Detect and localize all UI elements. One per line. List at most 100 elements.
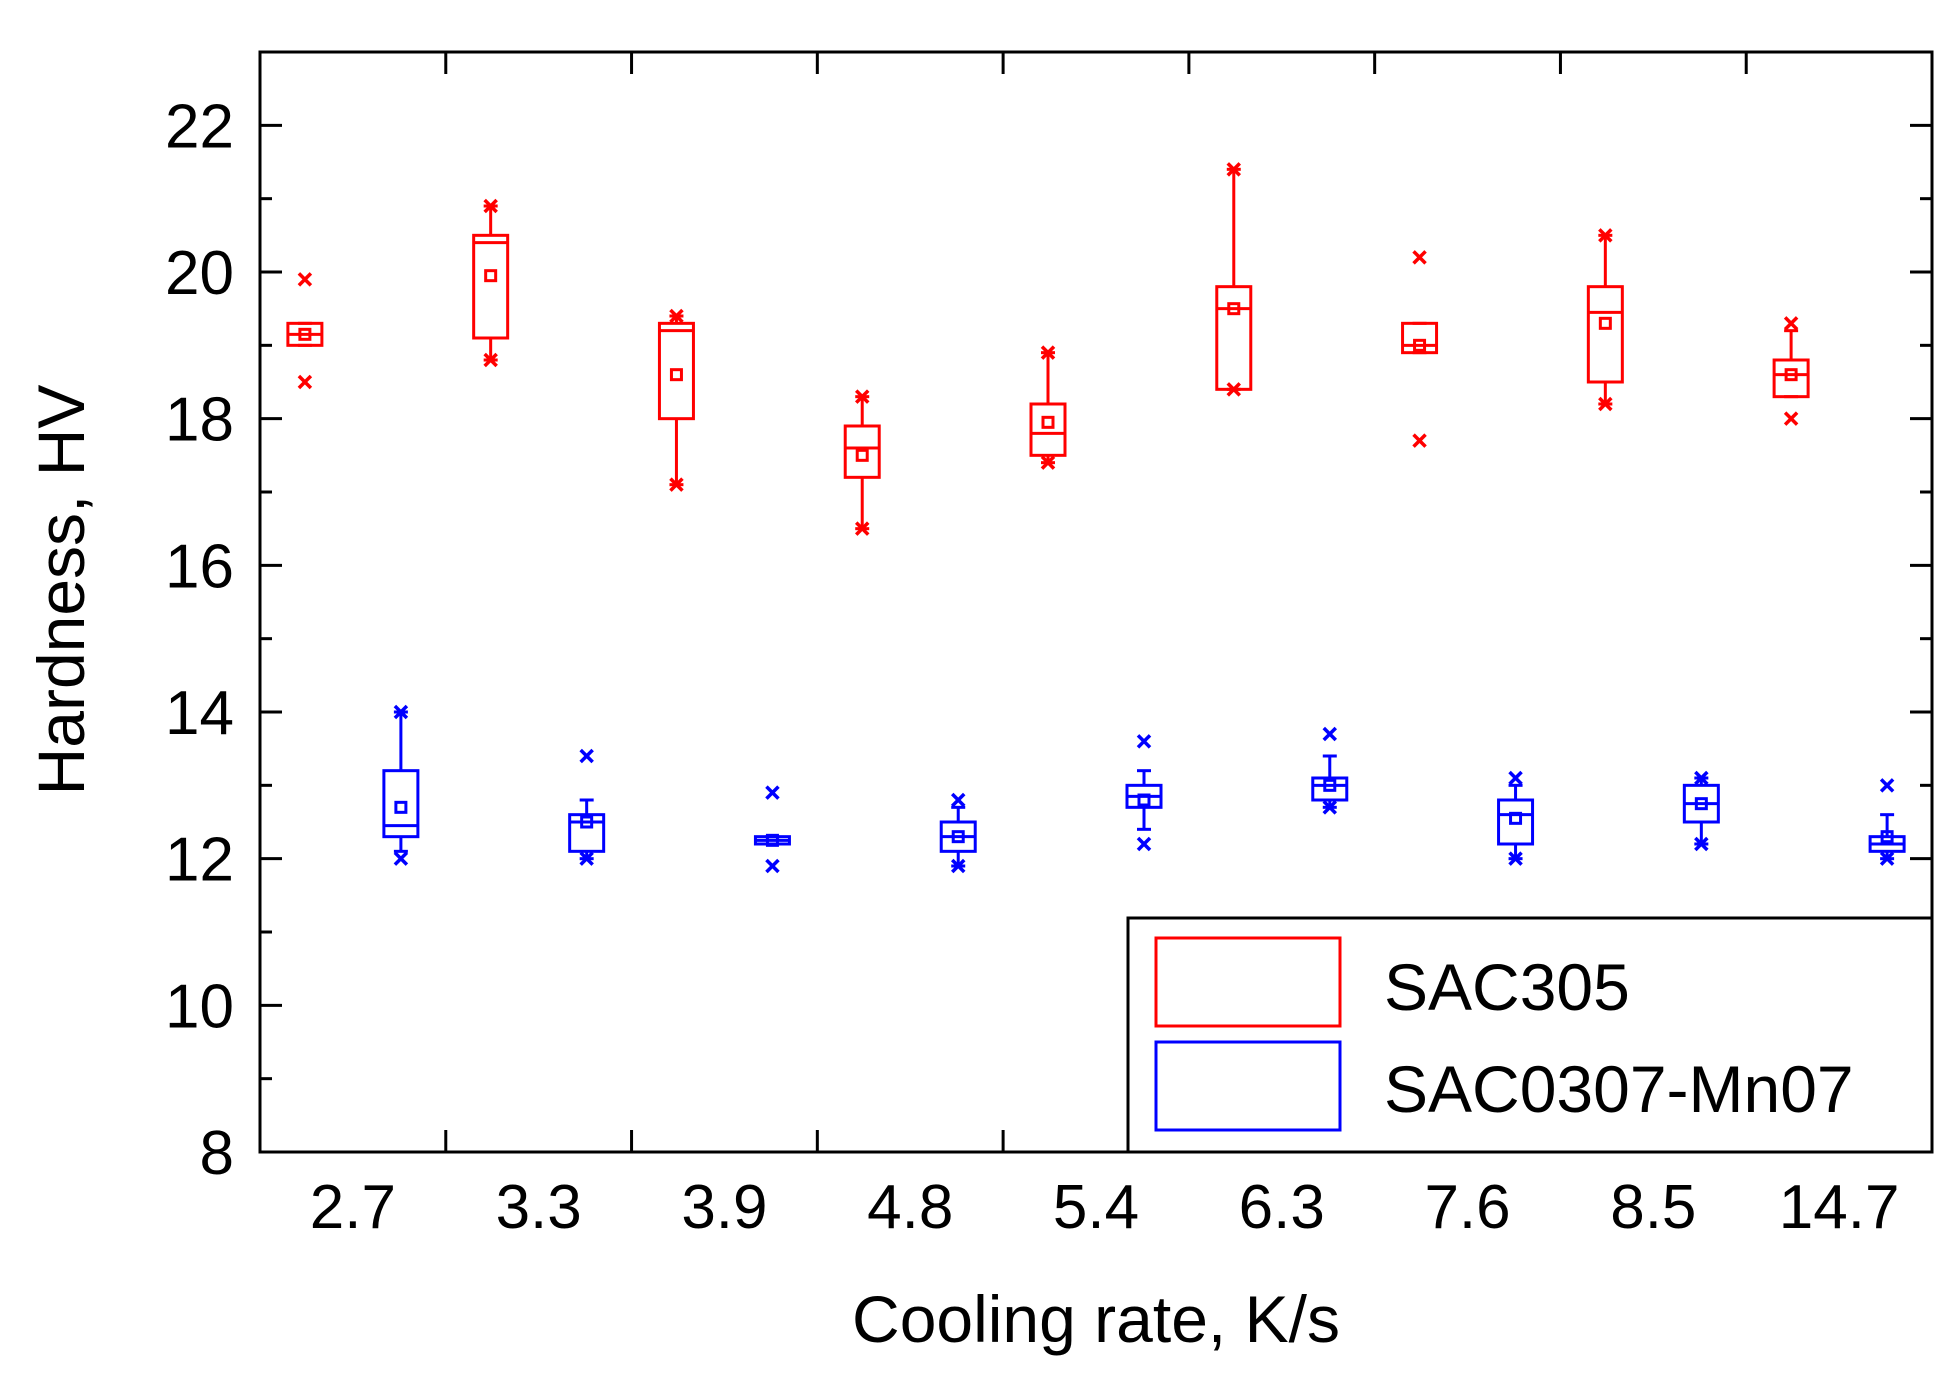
min-marker	[579, 851, 594, 866]
min-marker-stroke-b	[854, 521, 870, 536]
max-marker	[854, 389, 870, 404]
min-marker	[1598, 396, 1613, 412]
max-marker-stroke-b	[1879, 778, 1895, 793]
mean-marker	[765, 833, 779, 847]
iqr-box	[472, 233, 510, 340]
max-marker	[1322, 726, 1338, 742]
series-layer	[286, 162, 1906, 874]
min-marker-stroke-b	[669, 477, 684, 492]
mean-marker	[1323, 778, 1337, 792]
max-marker	[579, 748, 594, 764]
x-tick-label: 8.5	[1610, 1173, 1696, 1242]
x-axis: 2.7 3.3 3.9 4.8 5.4 6.3 7.6 8.5 14.7	[310, 52, 1899, 1242]
y-tick-label: 20	[165, 239, 234, 308]
min-marker-stroke-b	[1598, 396, 1613, 412]
iqr-box	[1772, 358, 1810, 399]
min-marker	[854, 521, 870, 536]
max-marker-stroke-b	[1412, 250, 1427, 265]
iqr-box	[1311, 776, 1349, 802]
min-marker	[1136, 836, 1152, 852]
box-5.4	[1029, 345, 1067, 470]
x-tick-label: 3.3	[496, 1173, 582, 1242]
min-marker-stroke-b	[1226, 382, 1242, 397]
box-8.5	[1682, 770, 1720, 852]
y-tick-label: 14	[165, 679, 234, 748]
mean-marker	[1413, 338, 1427, 352]
box-14.7	[1772, 316, 1810, 426]
mean-marker	[394, 800, 408, 814]
max-marker-stroke-b	[669, 308, 684, 324]
min-marker-stroke-b	[297, 374, 313, 390]
max-marker-stroke-b	[854, 389, 870, 404]
max-marker	[765, 785, 780, 800]
x-tick-label: 2.7	[310, 1173, 396, 1242]
min-marker	[765, 858, 780, 874]
iqr-box	[1029, 402, 1067, 457]
box-3.9	[753, 785, 791, 874]
box-3.3	[472, 198, 510, 368]
x-tick-label: 7.6	[1424, 1173, 1510, 1242]
max-marker-stroke-b	[483, 198, 498, 214]
max-marker	[1508, 770, 1523, 786]
max-marker	[483, 198, 498, 214]
min-marker	[483, 352, 498, 368]
y-tick-label: 8	[200, 1119, 234, 1188]
box-7.6	[1401, 250, 1439, 448]
mean-marker	[1041, 415, 1055, 429]
box-4.8	[939, 792, 977, 874]
box-2.7	[286, 272, 324, 390]
min-marker	[297, 374, 313, 390]
mean-marker	[298, 327, 312, 341]
iqr-box	[843, 424, 881, 479]
mean-marker	[1880, 830, 1894, 844]
min-marker-stroke-b	[1322, 800, 1338, 815]
legend-label-sac305: SAC305	[1384, 950, 1630, 1024]
x-tick-label: 5.4	[1053, 1173, 1139, 1242]
iqr-box	[1586, 285, 1624, 384]
x-axis-title: Cooling rate, K/s	[852, 1282, 1340, 1356]
iqr-box	[657, 321, 695, 421]
iqr-box	[1215, 285, 1253, 391]
mean-marker	[669, 368, 683, 382]
max-marker	[1412, 250, 1427, 265]
min-marker-stroke-b	[1508, 851, 1523, 866]
box-2.7	[382, 704, 420, 866]
min-marker	[1412, 433, 1427, 448]
max-marker-stroke-b	[950, 792, 966, 808]
legend-label-sac0307-mn07: SAC0307-Mn07	[1384, 1052, 1854, 1126]
legend: SAC305 SAC0307-Mn07	[1126, 916, 1934, 1154]
max-marker	[1136, 734, 1152, 749]
box-3.3	[568, 748, 606, 866]
min-marker-stroke-b	[1040, 455, 1056, 470]
min-marker-stroke-b	[393, 851, 409, 866]
max-marker	[1226, 162, 1242, 177]
max-marker-stroke-b	[1783, 316, 1799, 331]
legend-swatch-sac305	[1154, 936, 1342, 1028]
min-marker	[669, 477, 684, 492]
iqr-box	[1401, 321, 1439, 355]
max-marker	[1879, 778, 1895, 793]
max-marker	[297, 272, 313, 287]
y-axis-title: Hardness, HV	[24, 385, 98, 796]
min-marker	[1508, 851, 1523, 866]
iqr-box	[568, 813, 606, 853]
max-marker	[393, 704, 409, 720]
mean-marker	[1694, 797, 1708, 811]
mean-marker	[1509, 811, 1523, 825]
max-marker	[1694, 770, 1709, 786]
min-marker	[1226, 382, 1242, 397]
max-marker-stroke-b	[579, 748, 594, 764]
max-marker-stroke-b	[765, 785, 780, 800]
min-marker-stroke-b	[1412, 433, 1427, 448]
box-6.3	[1215, 162, 1253, 397]
mean-marker	[1137, 793, 1151, 807]
max-marker-stroke-b	[1040, 345, 1056, 360]
max-marker-stroke-b	[1226, 162, 1242, 177]
max-marker-stroke-b	[1136, 734, 1152, 749]
box-4.8	[843, 389, 881, 536]
min-marker-stroke-b	[483, 352, 498, 368]
min-marker-stroke-b	[1136, 836, 1152, 852]
min-marker	[1783, 411, 1799, 426]
